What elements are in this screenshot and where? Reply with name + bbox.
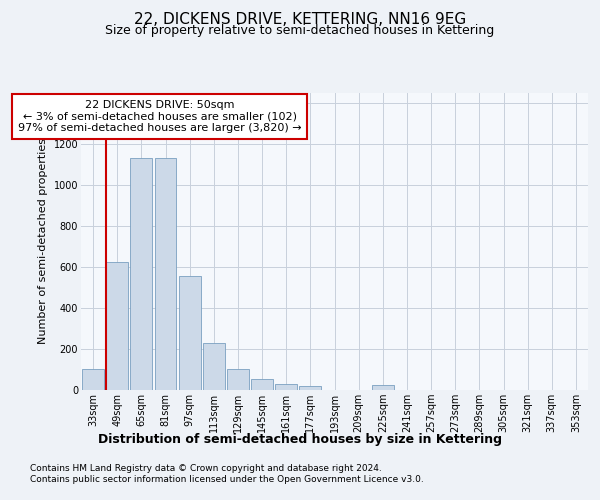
Bar <box>372 385 394 390</box>
Bar <box>82 370 104 390</box>
Bar <box>275 384 297 390</box>
Bar <box>203 343 224 390</box>
Text: Contains HM Land Registry data © Crown copyright and database right 2024.: Contains HM Land Registry data © Crown c… <box>30 464 382 473</box>
Text: Contains public sector information licensed under the Open Government Licence v3: Contains public sector information licen… <box>30 475 424 484</box>
Text: 22 DICKENS DRIVE: 50sqm
← 3% of semi-detached houses are smaller (102)
97% of se: 22 DICKENS DRIVE: 50sqm ← 3% of semi-det… <box>18 100 301 133</box>
Bar <box>227 370 249 390</box>
Text: Distribution of semi-detached houses by size in Kettering: Distribution of semi-detached houses by … <box>98 432 502 446</box>
Text: 22, DICKENS DRIVE, KETTERING, NN16 9EG: 22, DICKENS DRIVE, KETTERING, NN16 9EG <box>134 12 466 28</box>
Bar <box>130 158 152 390</box>
Bar <box>299 386 321 390</box>
Text: Size of property relative to semi-detached houses in Kettering: Size of property relative to semi-detach… <box>106 24 494 37</box>
Y-axis label: Number of semi-detached properties: Number of semi-detached properties <box>38 138 48 344</box>
Bar <box>106 262 128 390</box>
Bar <box>155 158 176 390</box>
Bar <box>251 380 273 390</box>
Bar <box>179 276 200 390</box>
